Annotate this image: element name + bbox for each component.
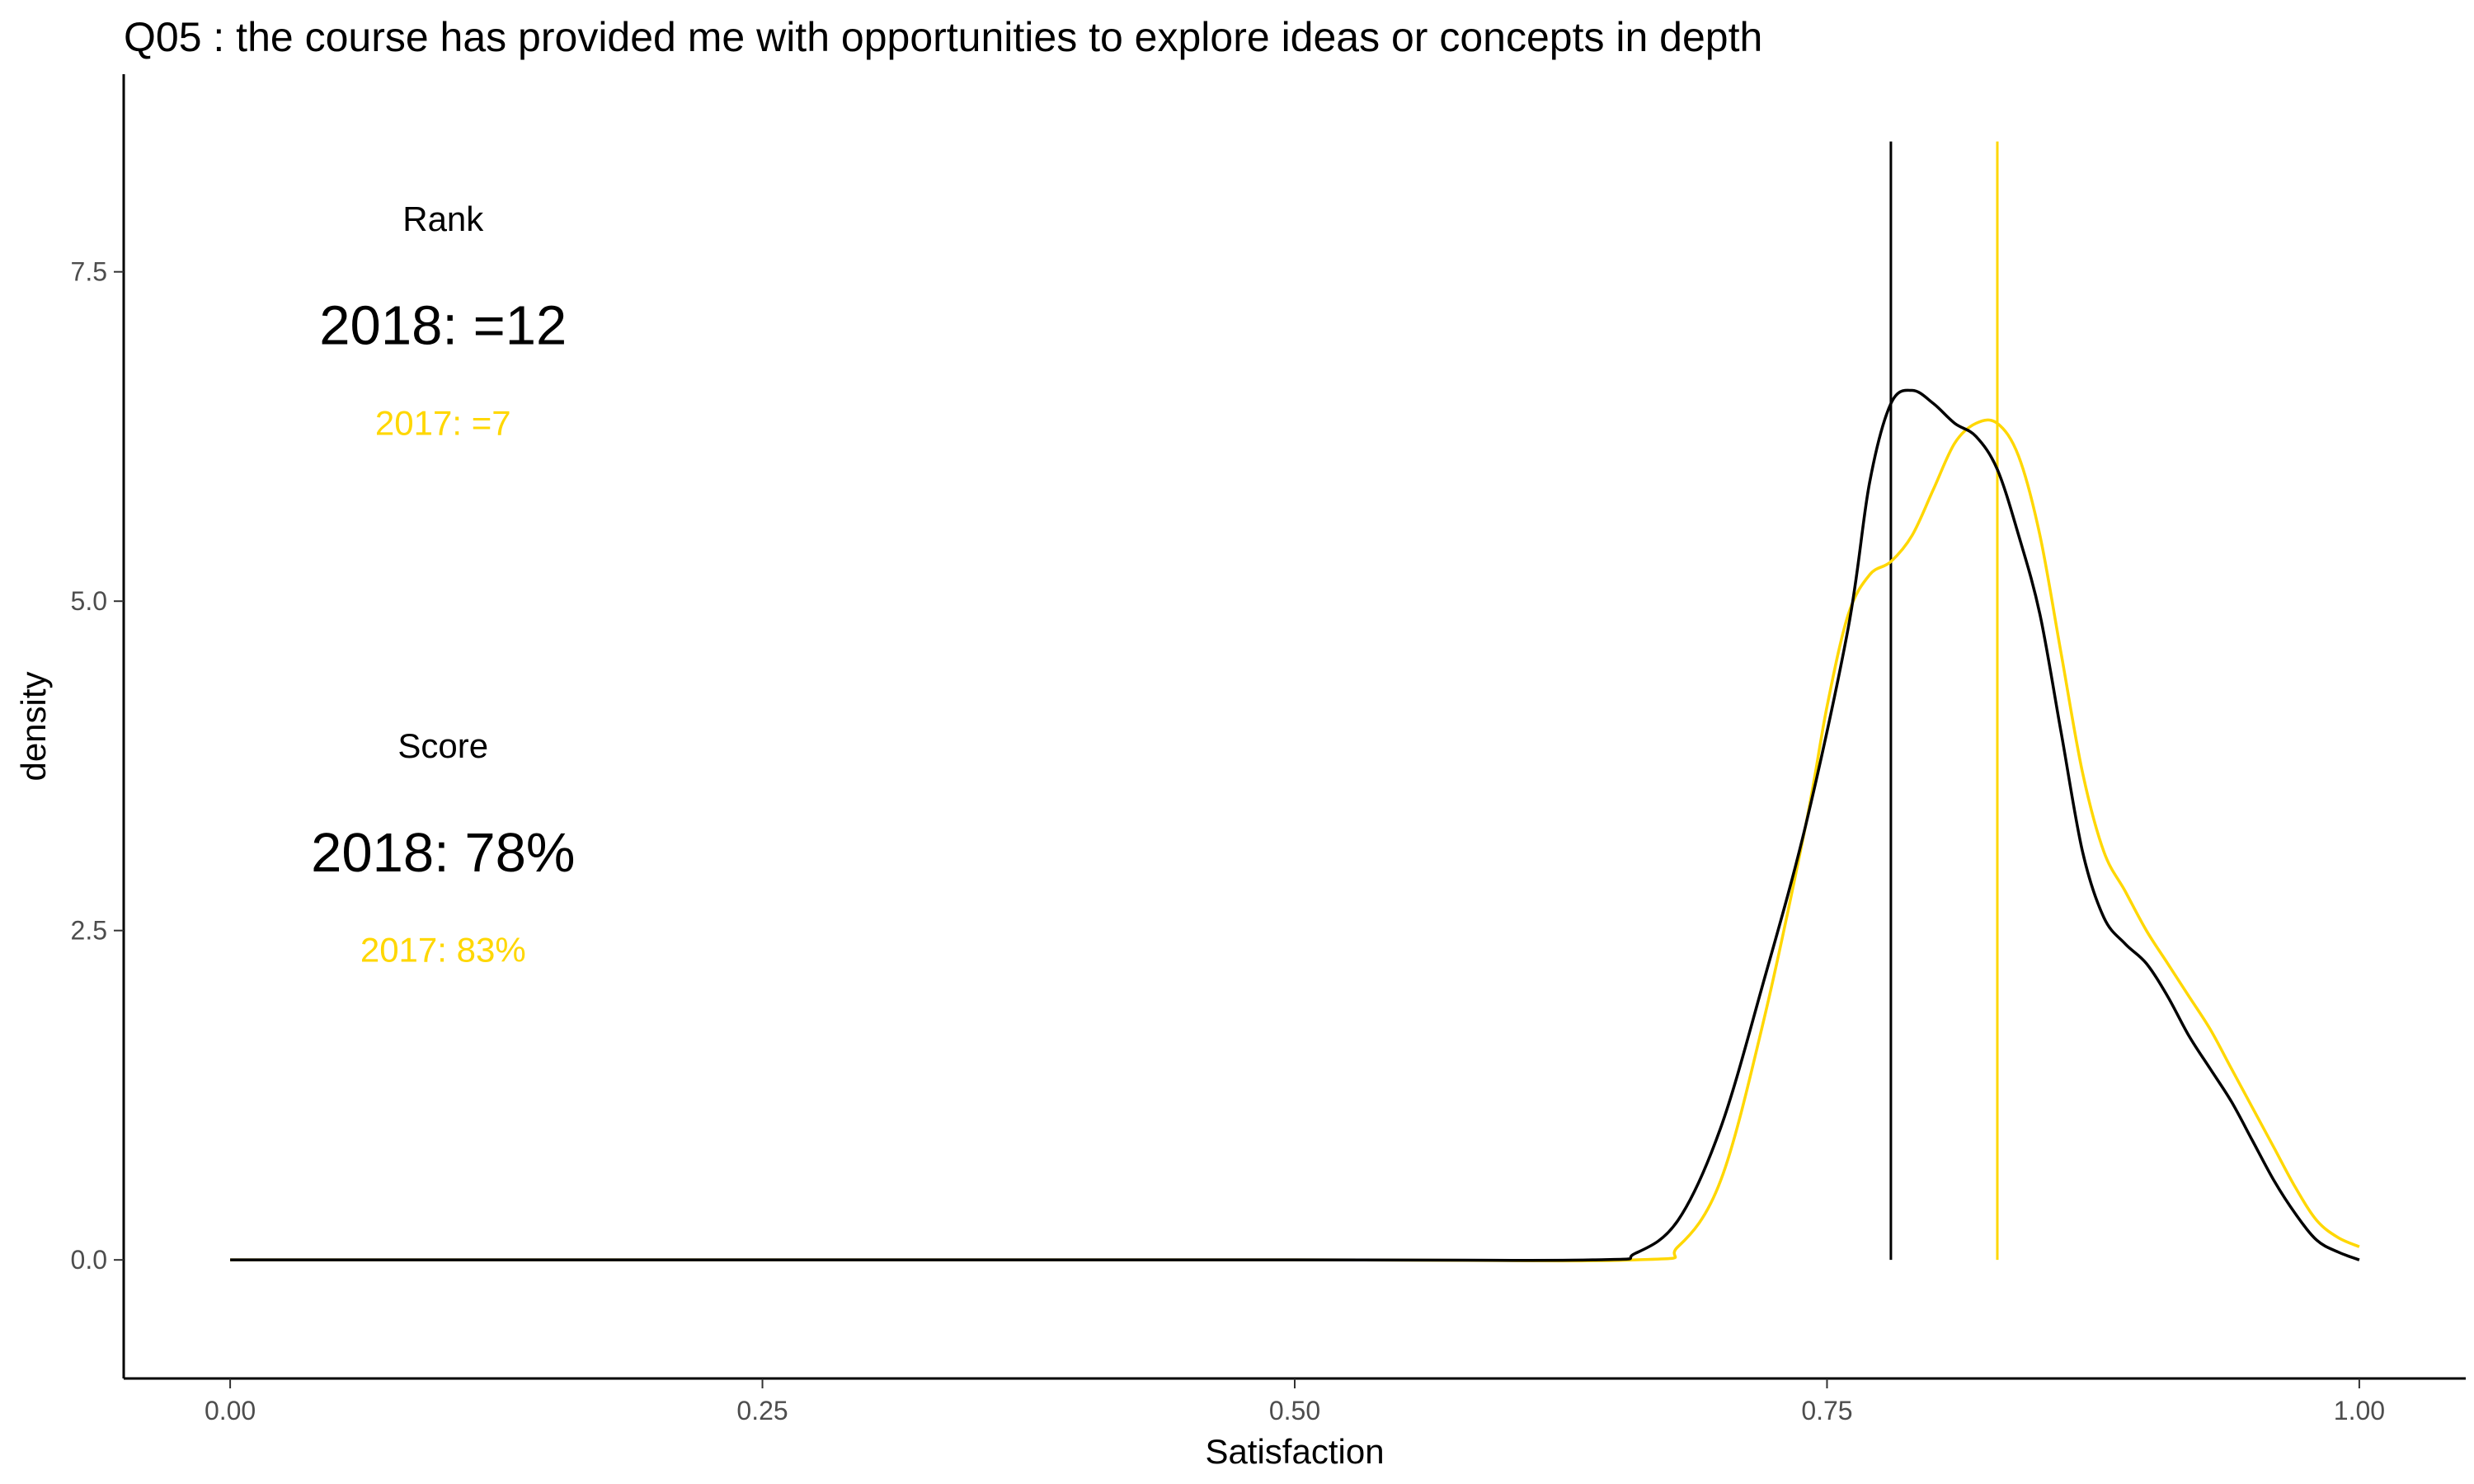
plot-marks xyxy=(230,141,2360,1263)
x-tick-label: 1.00 xyxy=(2334,1396,2385,1425)
x-tick-label: 0.75 xyxy=(1801,1396,1852,1425)
score-2018-label: 2018: 78% xyxy=(311,822,575,884)
rank-2018-label: 2018: =12 xyxy=(319,295,567,357)
chart-title: Q05 : the course has provided me with op… xyxy=(124,14,1762,60)
x-tick-label: 0.50 xyxy=(1269,1396,1320,1425)
x-tick-label: 0.25 xyxy=(736,1396,788,1425)
density-curve-2018 xyxy=(230,388,2360,1262)
density-curve-2017 xyxy=(230,418,2360,1263)
score-2017-label: 2017: 83% xyxy=(360,931,526,970)
x-axis-ticks: 0.00 0.25 0.50 0.75 1.00 xyxy=(205,1378,2385,1425)
rank-heading: Rank xyxy=(402,200,484,238)
y-axis-ticks: 0.0 2.5 5.0 7.5 xyxy=(71,257,124,1275)
y-tick-label: 7.5 xyxy=(71,257,107,287)
y-tick-label: 0.0 xyxy=(71,1245,107,1275)
y-tick-label: 5.0 xyxy=(71,586,107,616)
y-tick-label: 2.5 xyxy=(71,916,107,946)
x-axis-label: Satisfaction xyxy=(1205,1432,1384,1471)
rank-2017-label: 2017: =7 xyxy=(375,403,511,442)
score-heading: Score xyxy=(397,726,488,765)
y-axis-label: density xyxy=(14,671,53,781)
x-tick-label: 0.00 xyxy=(205,1396,256,1425)
